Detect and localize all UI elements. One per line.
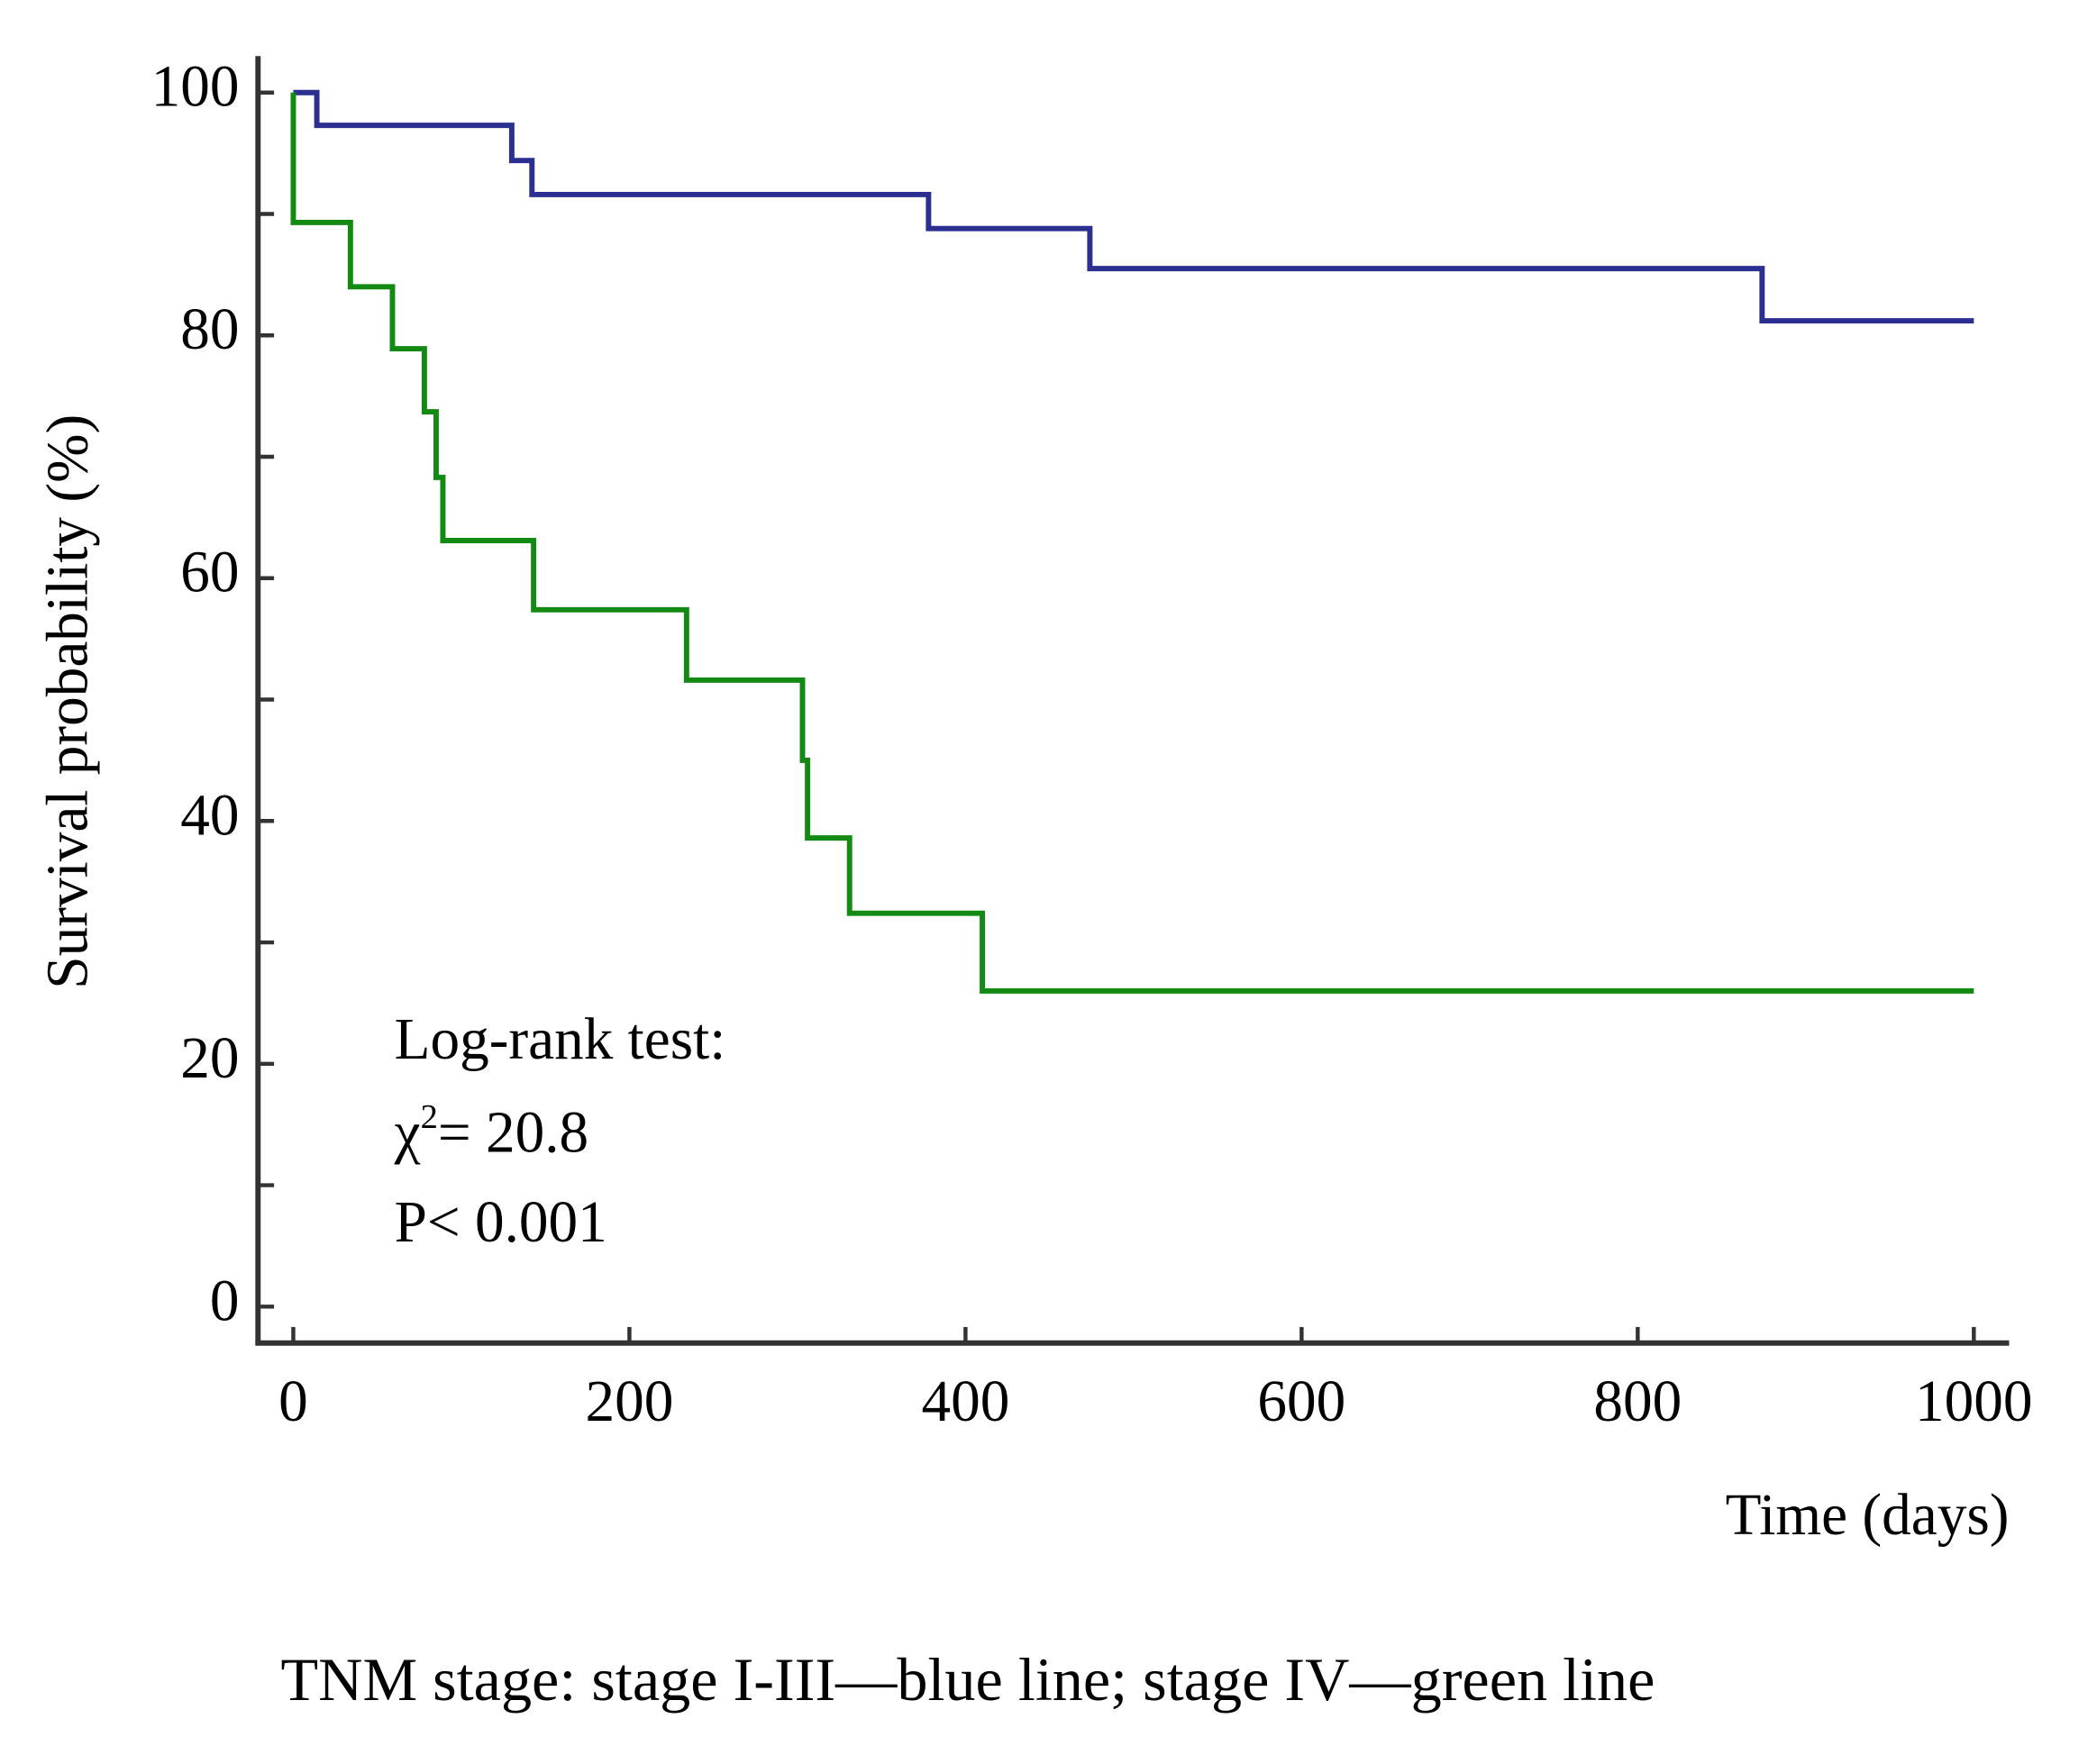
y-tick-label: 0 <box>210 1268 240 1333</box>
annotation: Log-rank test: <box>395 1007 726 1072</box>
y-tick-label: 100 <box>151 55 240 120</box>
annotation: χ2= 20.8 <box>394 1098 589 1166</box>
y-tick-label: 20 <box>180 1026 239 1091</box>
survival-line <box>293 89 1974 324</box>
x-tick-label: 800 <box>1593 1369 1682 1434</box>
y-tick-label: 60 <box>180 541 239 605</box>
annotation: χ <box>394 1101 421 1166</box>
y-tick-label: 80 <box>180 297 239 362</box>
survival-line <box>290 92 1974 994</box>
annotation: 2 <box>421 1098 438 1136</box>
y-tick-label: 40 <box>180 783 239 848</box>
x-tick-label: 600 <box>1257 1369 1345 1434</box>
annotation: P< 0.001 <box>395 1190 607 1255</box>
annotation: = 20.8 <box>438 1101 588 1166</box>
y-axis-label: Survival probability (%) <box>36 414 101 989</box>
x-tick-label: 200 <box>585 1369 673 1434</box>
x-tick-label: 400 <box>921 1369 1009 1434</box>
x-tick-label: 1000 <box>1915 1369 2033 1434</box>
caption: TNM stage: stage I-III—blue line; stage … <box>281 1645 1655 1714</box>
x-tick-label: 0 <box>278 1369 308 1434</box>
x-axis-label: Time (days) <box>1726 1483 2010 1548</box>
